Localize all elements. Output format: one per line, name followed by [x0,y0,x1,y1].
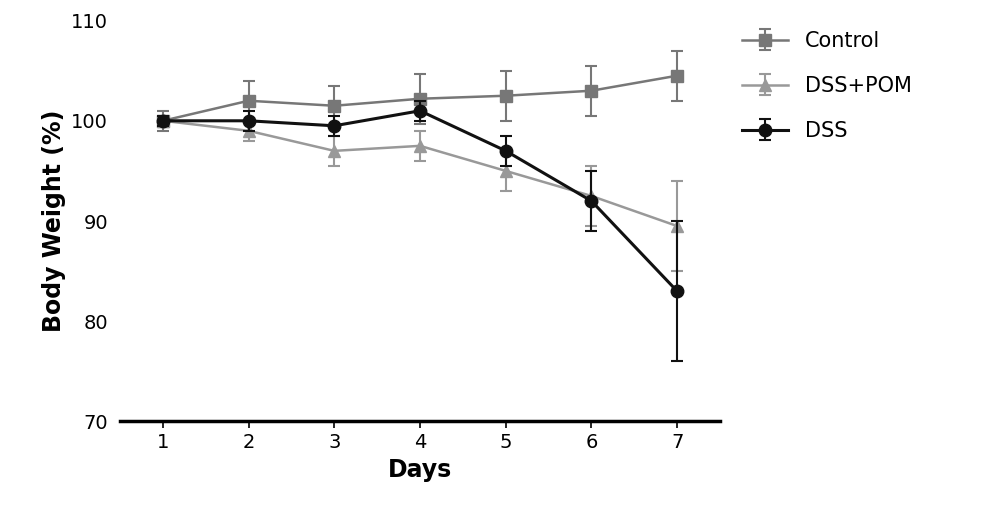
Y-axis label: Body Weight (%): Body Weight (%) [42,110,66,332]
X-axis label: Days: Days [388,458,452,482]
Legend: Control, DSS+POM, DSS: Control, DSS+POM, DSS [742,31,912,141]
